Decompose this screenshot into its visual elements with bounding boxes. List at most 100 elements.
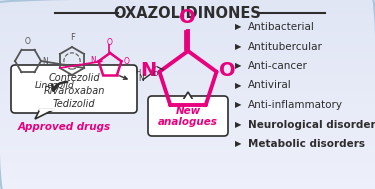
Bar — [0, 72, 375, 76]
Bar — [0, 30, 375, 33]
Text: Contezolid: Contezolid — [48, 73, 100, 83]
Bar — [0, 179, 375, 182]
Text: ▶: ▶ — [235, 81, 241, 90]
Bar — [0, 20, 375, 24]
Bar — [0, 148, 375, 151]
Text: N: N — [138, 74, 144, 83]
Bar — [0, 176, 375, 180]
Bar — [0, 70, 375, 73]
Bar — [0, 82, 375, 85]
Text: Tedizolid: Tedizolid — [53, 99, 95, 109]
Text: O: O — [219, 61, 236, 80]
Text: OXAZOLIDINONES: OXAZOLIDINONES — [113, 5, 261, 20]
Bar — [0, 44, 375, 47]
Bar — [0, 122, 375, 125]
Bar — [0, 34, 375, 38]
Bar — [0, 4, 375, 7]
Polygon shape — [183, 92, 193, 100]
Text: H: H — [135, 69, 140, 75]
Bar — [0, 183, 375, 187]
Bar — [0, 141, 375, 144]
Text: O: O — [107, 38, 113, 47]
Bar — [0, 51, 375, 54]
Bar — [0, 42, 375, 45]
Bar — [0, 39, 375, 43]
Bar — [0, 18, 375, 21]
Bar — [0, 94, 375, 97]
Bar — [0, 32, 375, 36]
Bar — [0, 98, 375, 102]
Text: New: New — [176, 106, 201, 116]
Bar — [0, 56, 375, 59]
Bar — [0, 105, 375, 109]
Bar — [0, 79, 375, 83]
Bar — [0, 115, 375, 118]
Bar — [0, 23, 375, 26]
Text: Antitubercular: Antitubercular — [248, 42, 323, 51]
Bar — [0, 146, 375, 149]
Text: Linezolid: Linezolid — [35, 81, 75, 90]
Bar — [0, 46, 375, 50]
Text: N: N — [91, 56, 96, 65]
Bar — [0, 49, 375, 52]
Text: Antiviral: Antiviral — [248, 81, 292, 91]
Bar — [0, 112, 375, 116]
Bar — [0, 91, 375, 94]
Bar — [0, 6, 375, 9]
Bar — [0, 65, 375, 69]
Bar — [0, 160, 375, 163]
Bar — [0, 174, 375, 177]
Text: Approved drugs: Approved drugs — [18, 122, 111, 132]
Text: N: N — [42, 57, 48, 66]
Bar — [0, 143, 375, 146]
Text: ▶: ▶ — [235, 22, 241, 32]
Bar — [0, 150, 375, 153]
Bar — [0, 25, 375, 28]
Text: F: F — [70, 33, 75, 42]
Text: Metabolic disorders: Metabolic disorders — [248, 139, 365, 149]
Bar — [0, 138, 375, 142]
Bar — [0, 157, 375, 161]
Bar — [0, 58, 375, 61]
Bar — [0, 27, 375, 31]
Bar — [0, 37, 375, 40]
Bar — [0, 96, 375, 99]
Bar — [0, 127, 375, 130]
Text: ▶: ▶ — [235, 120, 241, 129]
Bar — [0, 67, 375, 71]
Bar — [0, 117, 375, 121]
Bar — [0, 131, 375, 135]
Text: ▶: ▶ — [235, 139, 241, 149]
Bar — [0, 77, 375, 80]
Text: Antibacterial: Antibacterial — [248, 22, 315, 32]
Bar — [0, 9, 375, 12]
Bar — [0, 164, 375, 168]
Bar — [0, 134, 375, 137]
Text: O: O — [25, 37, 31, 46]
Bar — [0, 13, 375, 17]
Bar — [0, 108, 375, 111]
Bar — [0, 15, 375, 19]
Bar — [0, 162, 375, 165]
Bar — [0, 153, 375, 156]
Polygon shape — [35, 109, 55, 119]
Text: Anti-cancer: Anti-cancer — [248, 61, 308, 71]
Bar — [0, 60, 375, 64]
Bar — [0, 53, 375, 57]
Text: N: N — [140, 61, 157, 80]
Text: Anti-inflammatory: Anti-inflammatory — [248, 100, 343, 110]
Bar — [0, 11, 375, 14]
Bar — [0, 169, 375, 172]
Bar — [0, 84, 375, 87]
Bar — [0, 136, 375, 139]
Bar — [0, 1, 375, 5]
Bar — [0, 75, 375, 78]
Text: O: O — [153, 71, 158, 77]
Bar — [0, 86, 375, 90]
Text: Rivaroxaban: Rivaroxaban — [43, 86, 105, 96]
Text: Neurological disorders: Neurological disorders — [248, 119, 375, 129]
Bar — [0, 103, 375, 106]
Bar — [0, 119, 375, 123]
Bar — [0, 155, 375, 158]
Bar — [0, 63, 375, 66]
